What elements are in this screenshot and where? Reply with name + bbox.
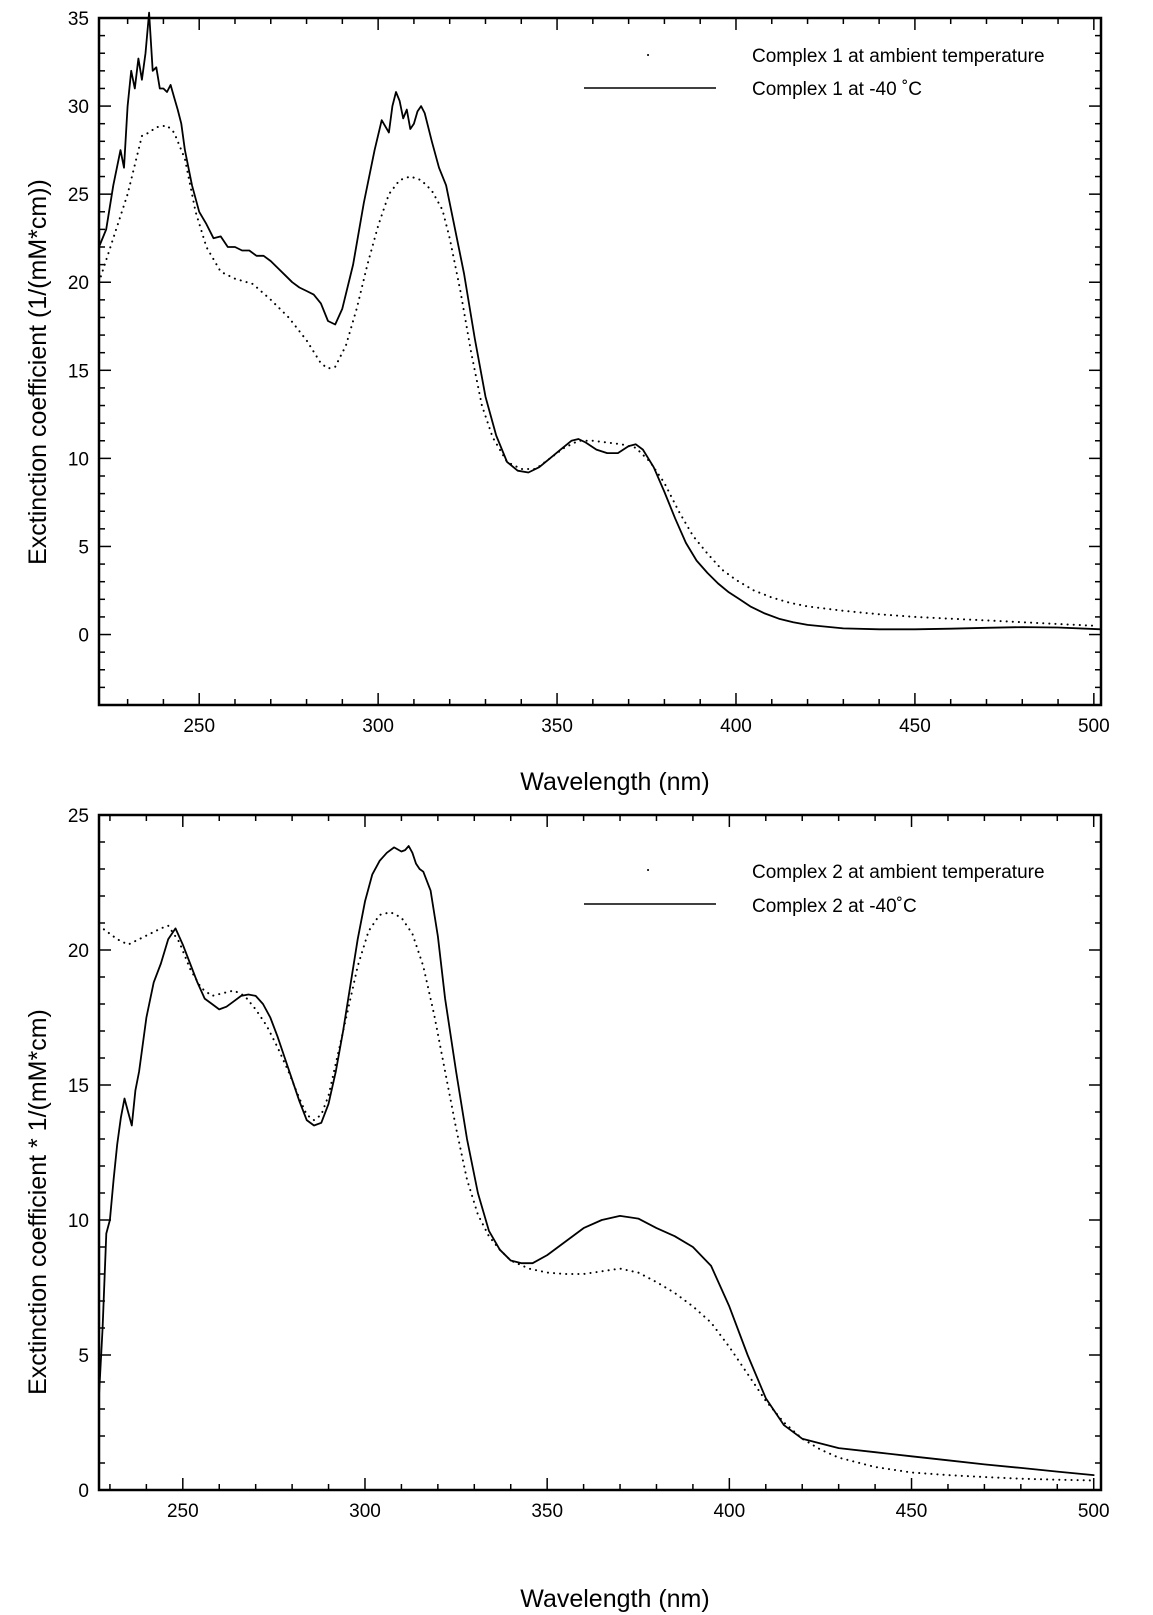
chart-1-marks: 250 300 350 400 450 500 0 5 10 15 20 25 30 35 [68,9,1110,737]
x-tick-label: 250 [183,716,215,737]
x-tick-label: 500 [1078,1501,1110,1522]
legend-2-label-ambient: Complex 2 at ambient temperature [752,862,1045,883]
legend-1-label-ambient: Complex 1 at ambient temperature [752,46,1045,67]
x-axis-title-1: Wavelength (nm) [520,768,709,796]
x-tick-label: 300 [349,1501,381,1522]
x-tick-label: 350 [531,1501,563,1522]
x-tick-label: 400 [713,1501,745,1522]
series-line-ambient [98,911,1095,1482]
x-tick-label: 450 [899,716,931,737]
plot-frame [97,16,1103,707]
chart-2-marks: 250 300 350 400 450 500 0 5 10 15 20 25 [68,806,1110,1522]
y-tick-label: 20 [68,273,89,294]
y-tick-label: 5 [78,537,89,558]
y-tick-label: 20 [68,941,89,962]
y-tick-label: 30 [68,97,89,118]
y-tick-label: 25 [68,806,89,827]
y-tick-label: 5 [78,1346,89,1367]
series-line-cold [98,845,1095,1476]
chart-panel-complex-2: 250 300 350 400 450 500 0 5 10 15 20 25 Complex 2 a… [0,800,1153,1615]
x-tick-label: 500 [1078,716,1110,737]
chart-complex-2: 250 300 350 400 450 500 0 5 10 15 20 25 Complex 2 a… [24,806,1110,1613]
x-tick-label: 250 [167,1501,199,1522]
y-tick-label: 15 [68,361,89,382]
x-tick-label: 450 [896,1501,928,1522]
y-tick-label: 0 [78,1481,89,1502]
y-tick-label: 10 [68,1211,89,1232]
y-tick-label: 15 [68,1076,89,1097]
x-tick-label: 300 [362,716,394,737]
x-axis-title-2: Wavelength (nm) [520,1585,709,1613]
y-tick-label: 25 [68,185,89,206]
x-tick-label: 400 [720,716,752,737]
y-tick-label: 35 [68,9,89,30]
chart-panel-complex-1: 250 300 350 400 450 500 0 5 10 15 20 25 30 35 Complex… [0,0,1153,800]
y-axis-title-2: Exctinction coefficient * 1/(mM*cm) [24,1009,52,1395]
series-line-ambient [98,124,1095,627]
chart-complex-1: 250 300 350 400 450 500 0 5 10 15 20 25 30 35 Complex… [24,9,1110,796]
x-tick-label: 350 [541,716,573,737]
series-line-cold [98,11,1102,631]
y-axis-title-1: Exctinction coefficient (1/(mM*cm)) [24,179,52,565]
y-tick-label: 0 [78,626,89,647]
legend-1-label-cold: Complex 1 at -40 ˚C [752,79,922,100]
y-tick-label: 10 [68,449,89,470]
plot-frame [97,813,1103,1492]
legend-2-label-cold: Complex 2 at -40˚C [752,896,917,917]
